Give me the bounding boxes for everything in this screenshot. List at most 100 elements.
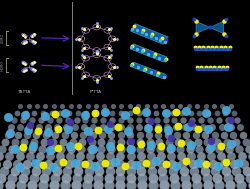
Point xyxy=(209,47,213,50)
Point xyxy=(156,140,160,143)
Point xyxy=(106,46,110,50)
Point xyxy=(220,67,224,70)
Point xyxy=(194,104,198,107)
Point xyxy=(196,112,200,115)
Point xyxy=(177,148,181,151)
Point xyxy=(61,140,65,143)
Point xyxy=(32,60,36,63)
Point xyxy=(52,184,56,187)
Point xyxy=(146,133,150,136)
Point xyxy=(103,161,107,164)
Point xyxy=(145,119,149,122)
Point xyxy=(23,62,27,65)
Point xyxy=(74,37,78,40)
Point xyxy=(112,37,116,40)
Point xyxy=(50,166,54,169)
Point xyxy=(162,40,166,43)
Point xyxy=(214,47,218,50)
Point xyxy=(237,126,241,129)
Point xyxy=(193,32,197,35)
Point xyxy=(233,140,237,143)
Point xyxy=(197,148,201,151)
Point xyxy=(102,104,106,107)
Point xyxy=(46,126,50,129)
Text: LUMO: LUMO xyxy=(1,33,5,43)
Point xyxy=(224,140,228,143)
Point xyxy=(22,42,26,45)
Point xyxy=(156,72,160,75)
Point xyxy=(91,126,95,129)
Point xyxy=(152,104,156,107)
Point xyxy=(86,130,89,133)
Point xyxy=(81,133,85,136)
Point xyxy=(143,161,147,164)
Point xyxy=(22,63,26,66)
Point xyxy=(118,184,122,187)
Point xyxy=(6,116,10,119)
Point xyxy=(40,164,44,167)
Point xyxy=(212,169,216,172)
Point xyxy=(62,133,66,136)
Point xyxy=(207,119,211,122)
Point xyxy=(139,177,143,180)
Point xyxy=(118,177,122,180)
Point xyxy=(184,133,188,136)
Point xyxy=(234,169,237,172)
Point xyxy=(151,54,155,57)
Point xyxy=(198,67,202,70)
Point xyxy=(145,30,149,33)
Point xyxy=(153,159,157,162)
Point xyxy=(136,119,140,122)
Point xyxy=(241,162,245,165)
Point xyxy=(82,56,86,59)
Point xyxy=(244,169,248,172)
Point xyxy=(216,67,220,70)
Point xyxy=(108,148,112,151)
Point xyxy=(208,155,212,158)
Point xyxy=(223,108,227,111)
Point xyxy=(23,68,27,71)
Point xyxy=(128,119,132,122)
Point xyxy=(231,112,235,115)
Point xyxy=(128,140,132,143)
Text: HOMO: HOMO xyxy=(1,60,5,71)
Point xyxy=(234,119,238,122)
Point xyxy=(60,160,64,163)
Point xyxy=(243,140,247,143)
Point xyxy=(50,112,54,115)
Point xyxy=(127,112,131,115)
Point xyxy=(39,119,43,122)
Point xyxy=(206,184,210,187)
Point xyxy=(106,28,110,31)
Point xyxy=(93,165,97,168)
Point xyxy=(32,33,36,36)
Point xyxy=(236,161,240,164)
Point xyxy=(228,155,232,158)
Point xyxy=(15,112,19,115)
Point xyxy=(72,133,76,136)
Point xyxy=(118,119,122,122)
Point xyxy=(129,63,133,66)
Point xyxy=(8,132,12,135)
Point xyxy=(162,74,166,77)
Point xyxy=(164,126,168,129)
Point xyxy=(214,46,218,49)
Point xyxy=(246,148,250,151)
Point xyxy=(79,148,83,151)
Point xyxy=(194,66,198,69)
Point xyxy=(188,143,192,146)
Point xyxy=(159,162,163,165)
Point xyxy=(200,46,204,49)
Point xyxy=(221,20,225,23)
Point xyxy=(106,74,110,77)
Point xyxy=(240,133,244,136)
Point xyxy=(205,112,209,115)
Point xyxy=(138,162,142,165)
Point xyxy=(169,104,173,107)
Point xyxy=(53,177,57,180)
Point xyxy=(173,110,177,113)
Point xyxy=(24,112,28,115)
Point xyxy=(228,184,232,187)
Point xyxy=(247,177,250,180)
Point xyxy=(32,41,36,44)
